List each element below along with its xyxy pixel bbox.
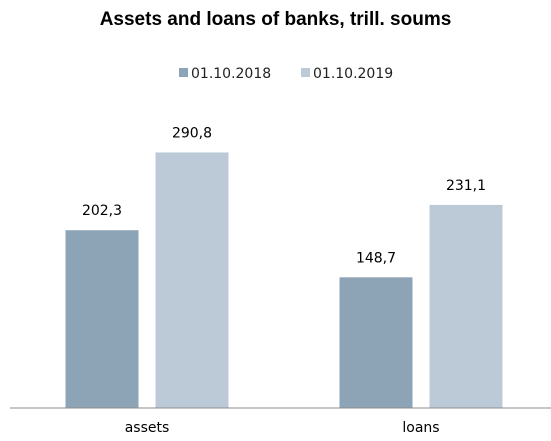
- legend-swatch: [179, 68, 188, 77]
- legend-label: 01.10.2018: [191, 66, 271, 82]
- data-label: 290,8: [172, 125, 212, 141]
- x-tick-label: loans: [402, 420, 439, 436]
- data-label: 202,3: [82, 203, 122, 219]
- x-tick-label: assets: [125, 420, 170, 436]
- bar: [155, 152, 229, 408]
- data-label: 148,7: [356, 250, 396, 266]
- bar: [65, 230, 139, 408]
- data-label: 231,1: [446, 178, 486, 194]
- chart-title: Assets and loans of banks, trill. soums: [99, 9, 452, 30]
- legend-label: 01.10.2019: [313, 66, 393, 82]
- bar: [339, 277, 413, 408]
- legend-swatch: [301, 68, 310, 77]
- bar: [429, 204, 503, 408]
